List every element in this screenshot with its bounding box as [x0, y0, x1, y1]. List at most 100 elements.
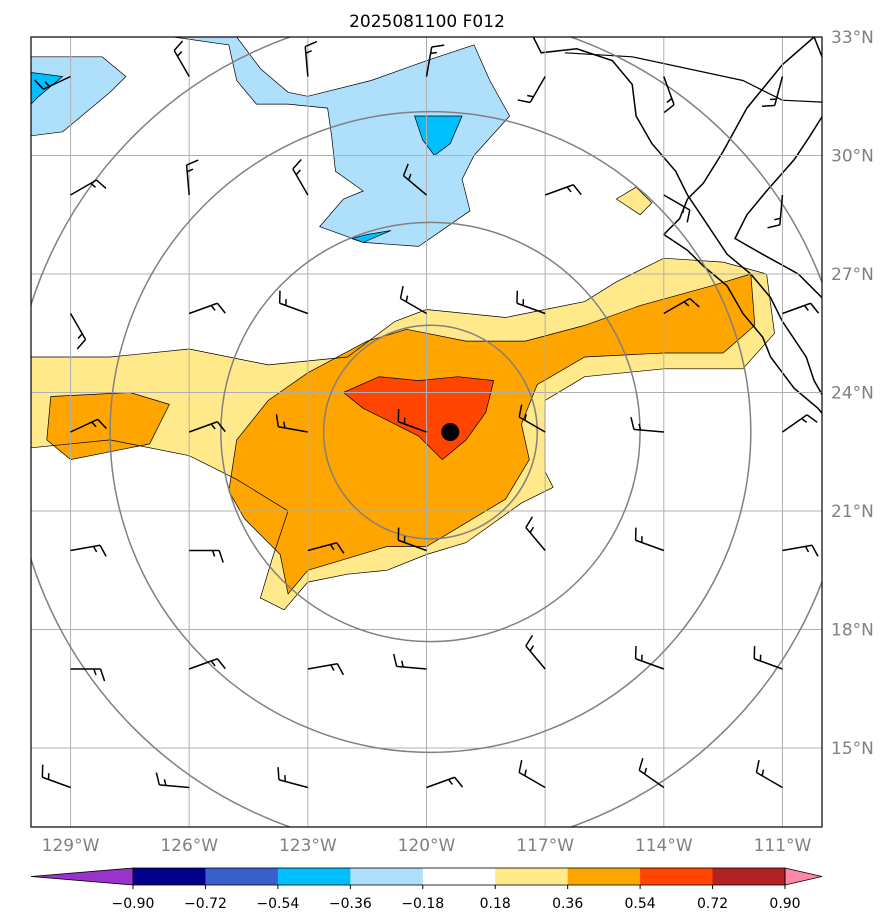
wind-barb — [275, 414, 308, 433]
colorbar-frame — [132, 867, 786, 886]
lon-tick-label: 114°W — [635, 836, 693, 856]
wind-barb — [425, 44, 445, 77]
colorbar-tick-label: 0.36 — [552, 896, 583, 912]
contour-line-9 — [350, 230, 392, 243]
contour-line-5 — [173, 37, 511, 247]
wind-barb — [392, 653, 427, 670]
lat-tick-label: 33°N — [831, 28, 874, 48]
lon-tick-label: 129°W — [42, 836, 100, 856]
chart-title: 2025081100 F012 — [349, 12, 505, 32]
wind-barb — [544, 184, 582, 196]
shaded-region-pos-3 — [343, 376, 494, 460]
wind-barb — [41, 764, 71, 789]
wind-barb — [638, 757, 665, 789]
colorbar-tick-label: −0.18 — [401, 896, 444, 912]
colorbar-segment — [712, 868, 786, 885]
wind-barb — [188, 658, 226, 670]
colorbar-segment — [640, 868, 714, 885]
contour-line-4 — [615, 186, 653, 216]
wind-barb — [70, 544, 107, 557]
wind-barb — [70, 418, 107, 433]
storm-center-layer — [441, 423, 460, 441]
contour-line-0 — [31, 257, 775, 611]
lat-tick-label: 24°N — [831, 384, 874, 404]
lat-tick-layer: 33°N 30°N 27°N 24°N 21°N 18°N 15°N — [831, 28, 874, 759]
lon-tick-label: 123°W — [279, 836, 337, 856]
colorbar-segment — [277, 868, 351, 885]
wind-barb — [634, 527, 665, 552]
lon-tick-layer: 129°W 126°W 123°W 120°W 117°W 114°W 111°W — [42, 836, 812, 856]
wind-barb — [399, 285, 427, 315]
wind-barb — [70, 179, 107, 196]
wind-barb — [525, 634, 546, 670]
wind-barb — [307, 542, 345, 554]
wind-barb — [155, 772, 190, 789]
wind-barb — [304, 40, 318, 77]
range-ring-2 — [109, 110, 752, 754]
colorbar-segment — [567, 868, 641, 885]
plot-frame — [30, 36, 823, 828]
contour-line-6 — [31, 56, 127, 137]
shaded-region-neg-9 — [351, 230, 391, 243]
lat-tick-label: 18°N — [831, 621, 874, 641]
colorbar-segment — [133, 868, 206, 885]
wind-barb — [663, 194, 691, 223]
lat-tick-label: 15°N — [831, 739, 874, 759]
wind-barb — [663, 76, 675, 114]
colorbar-tick-label: 0.18 — [480, 896, 511, 912]
lon-tick-label: 126°W — [160, 836, 218, 856]
range-ring-1 — [220, 221, 641, 643]
lon-tick-label: 111°W — [754, 836, 812, 856]
range-ring-layer — [31, 37, 822, 827]
colorbar-tick-label: −0.90 — [112, 896, 155, 912]
colorbar-segment — [350, 868, 424, 885]
wind-barb — [426, 776, 464, 789]
wind-barb — [292, 159, 309, 196]
wind-barb — [782, 414, 818, 433]
colorbar-tick-label: −0.36 — [329, 896, 372, 912]
wind-barb — [782, 544, 819, 557]
wind-barb — [397, 527, 427, 552]
shaded-region-pos-2 — [228, 274, 755, 594]
lat-tick-label: 21°N — [831, 502, 874, 522]
mainland-coastline — [734, 37, 822, 299]
lat-tick-label: 30°N — [831, 147, 874, 167]
wind-barb — [518, 759, 546, 789]
lon-tick-label: 117°W — [516, 836, 574, 856]
range-ring-0 — [322, 324, 538, 540]
lon-tick-label: 120°W — [398, 836, 456, 856]
colorbar-extend-high — [784, 867, 823, 886]
colorbar-tick-label: 0.90 — [769, 896, 800, 912]
contour-line-2 — [228, 273, 756, 595]
wind-barb — [517, 76, 546, 104]
colorbar-extend-low — [30, 867, 134, 886]
border-line — [564, 52, 822, 103]
colorbar-tick-label: −0.72 — [184, 896, 227, 912]
wind-barb — [782, 302, 820, 315]
wind-barb — [762, 76, 784, 107]
wind-barb — [34, 75, 71, 90]
wind-barb — [518, 404, 546, 433]
wind-barb — [755, 759, 783, 789]
wind-barb — [69, 313, 87, 350]
contour-line-8 — [414, 115, 463, 156]
storm-center-marker — [441, 423, 460, 441]
wind-barb — [277, 767, 309, 789]
colorbar-segment — [205, 868, 279, 885]
wind-barb — [663, 297, 700, 315]
wind-barb — [634, 646, 665, 670]
lat-tick-label: 27°N — [831, 265, 874, 285]
shaded-field-layer — [31, 37, 775, 610]
wind-barb — [753, 646, 783, 670]
colorbar-tick-label: 0.54 — [625, 896, 656, 912]
wind-barb — [189, 549, 224, 563]
wind-barb — [278, 290, 309, 315]
contour-line-3 — [342, 376, 495, 461]
contour-line-7 — [31, 72, 64, 105]
wind-barb — [397, 409, 427, 433]
wind-barb — [630, 416, 664, 433]
colorbar-tick-label: 0.72 — [697, 896, 728, 912]
wind-barb — [188, 302, 226, 315]
colorbar-segment — [422, 868, 496, 885]
